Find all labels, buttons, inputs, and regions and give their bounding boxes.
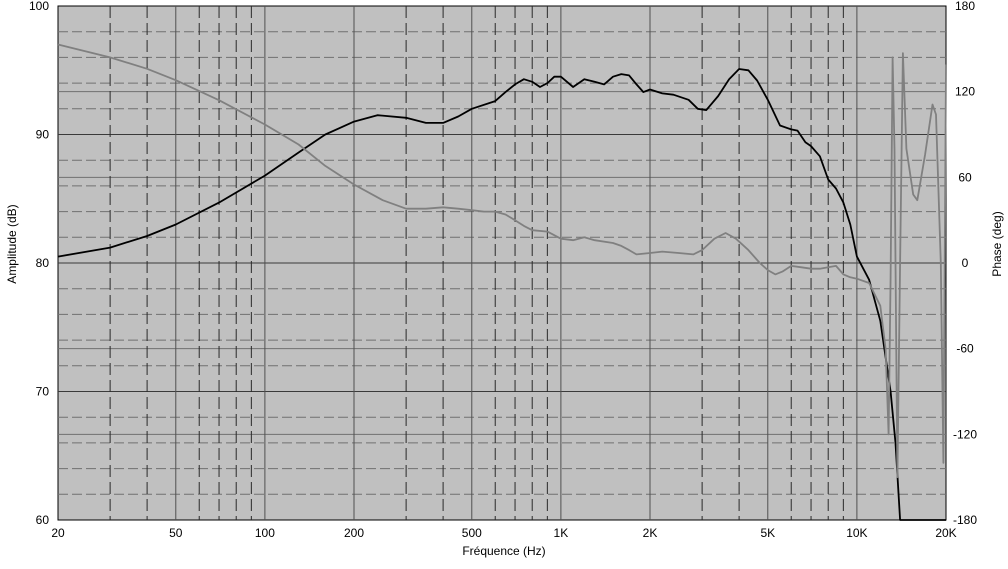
y-axis-label: Amplitude (dB)	[5, 204, 19, 283]
y-tick-label: 60	[36, 513, 50, 527]
y-tick-label: 100	[29, 0, 49, 13]
x-tick-label: 200	[344, 526, 364, 540]
x-tick-label: 100	[255, 526, 275, 540]
y2-tick-label: -180	[953, 513, 977, 527]
y2-tick-label: -120	[953, 427, 977, 441]
x-tick-label: 20	[51, 526, 65, 540]
y2-tick-label: -60	[956, 342, 974, 356]
x-tick-label: 50	[169, 526, 183, 540]
x-tick-label: 500	[462, 526, 482, 540]
amplitude-line	[57, 68, 946, 521]
x-tick-label: 20K	[935, 526, 956, 540]
y-tick-label: 70	[36, 385, 50, 399]
x-tick-label: 2K	[643, 526, 658, 540]
x-tick-label: 5K	[760, 526, 775, 540]
y2-tick-label: 60	[958, 170, 972, 184]
y2-tick-label: 120	[955, 85, 975, 99]
y2-tick-label: 0	[962, 256, 969, 270]
x-tick-label: 10K	[846, 526, 867, 540]
phase-line	[57, 43, 947, 479]
x-axis-label: Fréquence (Hz)	[462, 544, 545, 558]
y2-tick-label: 180	[955, 0, 975, 13]
y-tick-label: 80	[36, 256, 50, 270]
y-tick-label: 90	[36, 128, 50, 142]
x-tick-label: 1K	[554, 526, 569, 540]
y2-axis-label: Phase (deg)	[990, 211, 1004, 276]
